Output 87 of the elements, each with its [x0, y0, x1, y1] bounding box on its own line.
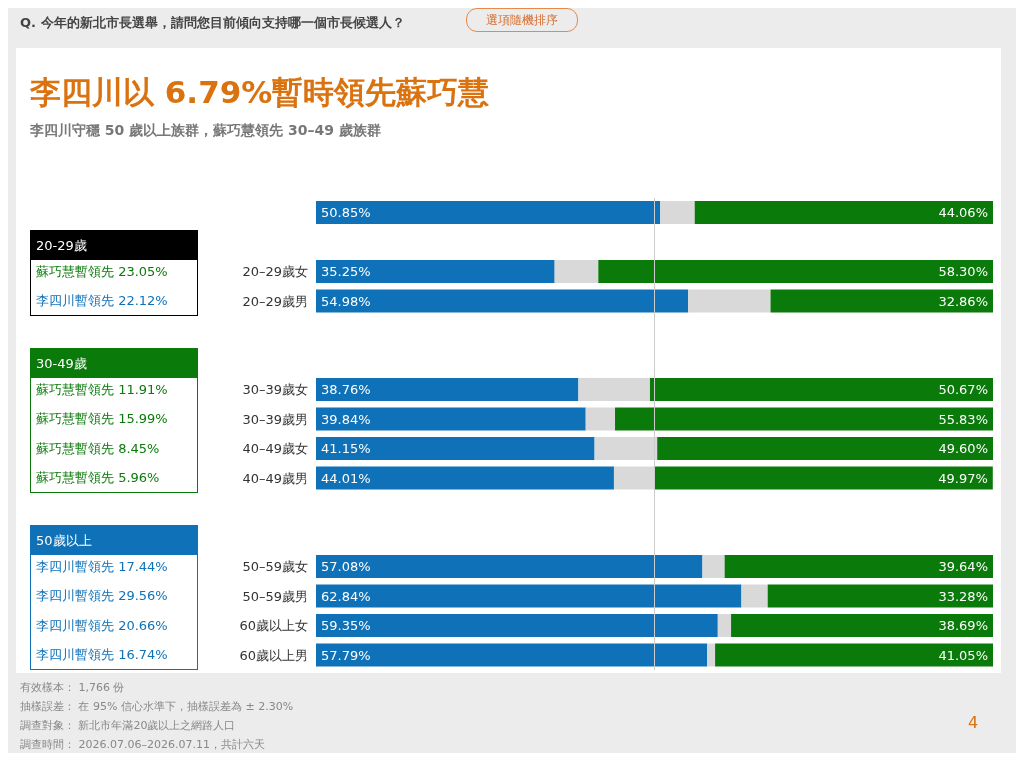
y-tick-label: 60歲以上男 — [239, 647, 308, 663]
bar — [316, 555, 703, 578]
data-label: 44.06% — [938, 205, 988, 221]
bar — [707, 643, 716, 667]
bar — [598, 260, 993, 283]
bar — [316, 437, 595, 460]
data-label: 55.83% — [938, 411, 988, 427]
text: 選項隨機排序 — [466, 8, 578, 32]
y-tick-label: 60歲以上女 — [239, 618, 308, 634]
y-tick-label: 20–29歲男 — [242, 293, 308, 309]
data-label: 33.28% — [938, 588, 988, 604]
bar — [585, 407, 616, 431]
bar — [741, 584, 768, 608]
data-label: 38.76% — [321, 382, 371, 398]
data-label: 57.79% — [321, 647, 371, 663]
text: 李四川暫領先 29.56% — [36, 587, 169, 606]
data-label: 50.85% — [321, 205, 371, 221]
bar — [316, 201, 661, 224]
y-tick-label: 20–29歲女 — [242, 264, 308, 280]
bar — [715, 643, 993, 667]
bar — [316, 643, 708, 667]
text: 蘇巧慧暫領先 15.99% — [36, 410, 169, 429]
text: 李四川暫領先 17.44% — [36, 557, 169, 576]
data-label: 50.67% — [938, 382, 988, 398]
bar — [554, 260, 599, 283]
data-label: 59.35% — [321, 618, 371, 634]
y-tick-label: 50–59歲女 — [242, 559, 308, 575]
chart-title: 李四川以 6.79%暫時領先蘇巧慧 — [30, 73, 490, 112]
text: 50歲以上 — [31, 525, 197, 555]
text: 蘇巧慧暫領先 8.45% — [36, 439, 161, 458]
y-tick-label: 50–59歲男 — [242, 588, 308, 604]
text: 李四川暫領先 22.12% — [36, 292, 169, 311]
bar — [694, 201, 993, 224]
bar — [615, 407, 993, 431]
text: 抽樣誤差： 在 95% 信心水準下，抽樣誤差為 ± 2.30% — [20, 699, 294, 714]
text: Q. 今年的新北市長選舉，請問您目前傾向支持哪一個市長候選人？ — [20, 14, 405, 32]
bar — [702, 555, 725, 578]
data-label: 32.86% — [938, 293, 988, 309]
data-label: 41.05% — [938, 647, 988, 663]
data-label: 49.60% — [938, 441, 988, 457]
bar — [316, 466, 614, 490]
y-tick-label: 40–49歲男 — [242, 470, 308, 486]
data-label: 57.08% — [321, 559, 371, 575]
bar — [688, 289, 771, 313]
bar — [649, 378, 993, 401]
chart-subtitle: 李四川守穩 50 歲以上族群，蘇巧慧領先 30–49 歲族群 — [30, 122, 381, 140]
bar — [316, 407, 586, 431]
data-label: 41.15% — [321, 441, 371, 457]
bar — [770, 289, 993, 313]
data-label: 39.64% — [938, 559, 988, 575]
bar — [578, 378, 650, 401]
text: 蘇巧慧暫領先 23.05% — [36, 262, 169, 281]
bar — [316, 584, 742, 608]
bar — [316, 289, 689, 313]
bar — [316, 260, 555, 283]
text: 蘇巧慧暫領先 11.91% — [36, 380, 169, 399]
bar — [316, 378, 579, 401]
data-label: 35.25% — [321, 264, 371, 280]
bar — [657, 437, 993, 460]
bar — [660, 201, 695, 224]
text: 李四川暫領先 20.66% — [36, 616, 169, 635]
text: 4 — [968, 713, 979, 732]
data-label: 38.69% — [938, 618, 988, 634]
data-label: 49.97% — [938, 470, 988, 486]
bar — [594, 437, 658, 460]
data-label: 54.98% — [321, 293, 371, 309]
y-tick-label: 40–49歲女 — [242, 441, 308, 457]
data-label: 39.84% — [321, 411, 371, 427]
bar — [731, 614, 993, 637]
text: 調查時間： 2026.07.06–2026.07.11，共計六天 — [20, 737, 265, 752]
y-tick-label: 30–39歲男 — [242, 411, 308, 427]
y-tick-label: 30–39歲女 — [242, 382, 308, 398]
text: 調查對象： 新北市年滿20歲以上之網路人口 — [20, 718, 236, 733]
bar — [316, 614, 718, 637]
bar — [767, 584, 993, 608]
bar — [613, 466, 655, 490]
text: 蘇巧慧暫領先 5.96% — [36, 469, 161, 488]
data-label: 44.01% — [321, 470, 371, 486]
text: 30-49歲 — [31, 348, 197, 378]
bar — [717, 614, 732, 637]
data-label: 62.84% — [321, 588, 371, 604]
bar — [724, 555, 993, 578]
text: 有效樣本： 1,766 份 — [20, 680, 125, 695]
text: 李四川暫領先 16.74% — [36, 646, 169, 665]
data-label: 58.30% — [938, 264, 988, 280]
bar — [654, 466, 993, 490]
text: 20-29歲 — [31, 230, 197, 260]
